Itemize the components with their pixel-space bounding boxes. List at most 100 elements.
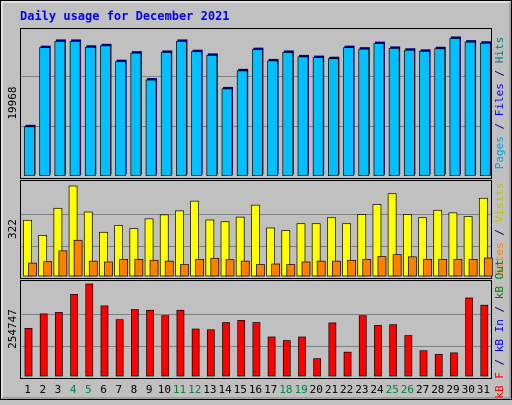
x-tick-label: 19 (294, 383, 307, 396)
x-tick-label: 4 (70, 383, 77, 396)
visits-bar (251, 204, 260, 277)
legend-text: / (493, 222, 506, 242)
x-tick-label: 2 (39, 383, 46, 396)
hits-bar (328, 58, 339, 176)
visits-bar (175, 210, 184, 277)
kbytes-bar (343, 351, 352, 377)
visits-bar (190, 200, 199, 277)
hits-bar (130, 52, 142, 176)
visits-bar (357, 214, 367, 277)
visits-bar (220, 221, 230, 277)
legend-text: kB F (493, 372, 506, 399)
hits-bar (115, 61, 127, 176)
sites-bar (134, 259, 144, 277)
legend-text: / (493, 352, 506, 372)
x-tick-label: 30 (462, 383, 475, 396)
kbytes-bar (313, 358, 322, 377)
x-tick-label: 15 (234, 383, 247, 396)
visits-bar (327, 217, 336, 277)
hits-bar (54, 41, 66, 176)
kbytes-bar (191, 328, 200, 377)
hits-bar (464, 41, 476, 176)
x-tick-label: 10 (158, 383, 171, 396)
kbytes-bar (70, 294, 78, 377)
x-axis: 1 2 3 4 5 6 7 8 9 10 11 12 13 14 15 16 17 18 19 20 21 22 23 24 2… (24, 383, 490, 396)
kbytes-bar (146, 309, 154, 377)
legend-text: Sites (493, 242, 506, 275)
hits-bar (24, 126, 35, 176)
hits-bar (312, 57, 324, 176)
visits-bar (205, 219, 215, 277)
kbytes-bar (434, 353, 443, 377)
kbytes-bar (100, 305, 109, 377)
hits-bar (358, 48, 370, 176)
hits-bar (206, 55, 218, 176)
sites-bar (256, 264, 265, 277)
x-tick-label: 9 (146, 383, 153, 396)
legend-text: / (493, 63, 506, 83)
hits-bar (373, 43, 385, 176)
visits-bar (448, 212, 458, 277)
hits-bar (191, 51, 202, 176)
kbytes-bar (131, 309, 139, 377)
hits-bar (145, 79, 157, 176)
series-legend: Sites / Visits (493, 183, 506, 276)
x-tick-label: 25 (386, 383, 399, 396)
kbytes-bar (115, 319, 124, 377)
legend-text: Files (493, 83, 506, 116)
x-tick-label: 7 (115, 383, 122, 396)
visits-bar (387, 193, 397, 277)
x-tick-label: 16 (249, 383, 262, 396)
x-tick-label: 12 (188, 383, 201, 396)
legend-text: / (493, 116, 506, 136)
kbytes-bar (374, 325, 382, 377)
hits-bar (419, 50, 430, 176)
legend-text: Hits (493, 37, 506, 64)
visits-bar (159, 214, 169, 277)
x-tick-label: 20 (310, 383, 323, 396)
sites-bar (423, 259, 432, 277)
y-tick-label: 254747 (6, 309, 19, 349)
visits-bar (38, 235, 48, 277)
kbytes-bar (85, 283, 94, 377)
hits-bar (403, 49, 415, 176)
x-tick-label: 26 (401, 383, 414, 396)
sites-bar (104, 261, 113, 277)
visits-bar (53, 207, 63, 277)
sites-bar (164, 260, 174, 277)
hits-bar (176, 41, 187, 176)
sites-bar (88, 260, 98, 277)
visits-bar (463, 216, 473, 277)
x-tick-label: 21 (325, 383, 338, 396)
kbytes-bar (450, 352, 458, 377)
x-tick-label: 11 (173, 383, 186, 396)
visits-bar (342, 223, 351, 277)
kbytes-bar (176, 309, 185, 377)
kbytes-bar (465, 297, 473, 377)
sites-bar (286, 264, 296, 277)
visits-bar (281, 230, 291, 277)
x-tick-label: 8 (131, 383, 138, 396)
x-tick-label: 13 (203, 383, 216, 396)
kbytes-bar (419, 350, 428, 377)
kbytes-bar (298, 336, 306, 377)
sites-bar (28, 262, 37, 277)
kbytes-bar (237, 320, 246, 377)
kbytes-bar (480, 304, 489, 377)
sites-bar (301, 261, 311, 277)
sites-bar (149, 259, 159, 277)
kbytes-bar (358, 315, 367, 377)
kbytes-bar (389, 324, 397, 377)
visits-bar (68, 185, 78, 277)
hits-bar (388, 48, 400, 176)
sites-bar (240, 260, 250, 277)
hits-panel: 19968 Pages / Files / Hits (6, 28, 506, 179)
sites-bar (438, 259, 448, 277)
visits-bar (114, 225, 124, 277)
x-tick-label: 27 (416, 383, 429, 396)
chart-title: Daily usage for December 2021 (20, 9, 230, 23)
visits-bar (402, 214, 412, 277)
visits-bar (235, 216, 245, 277)
visits-bar (433, 209, 443, 277)
sites-bar (407, 256, 417, 277)
